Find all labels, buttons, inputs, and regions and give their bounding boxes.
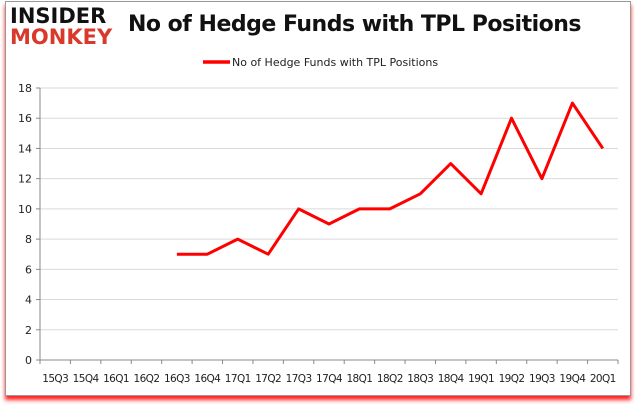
y-tick-label: 18 (18, 82, 32, 95)
chart-title: No of Hedge Funds with TPL Positions (128, 12, 582, 37)
x-tick-label: 15Q4 (73, 373, 100, 385)
y-tick-label: 4 (25, 294, 32, 307)
x-tick-label: 19Q2 (499, 373, 525, 385)
y-tick-label: 8 (25, 233, 32, 246)
x-tick-label: 17Q3 (286, 373, 312, 385)
y-tick-label: 0 (25, 354, 32, 367)
x-tick-label: 15Q3 (42, 373, 68, 385)
x-tick-label: 16Q2 (134, 373, 160, 385)
x-tick-label: 19Q3 (529, 373, 555, 385)
x-tick-label: 16Q3 (164, 373, 190, 385)
x-tick-label: 17Q1 (225, 373, 251, 385)
y-tick-label: 10 (18, 203, 32, 216)
insider-monkey-logo: INSIDER MONKEY (10, 6, 112, 48)
x-tick-label: 19Q1 (468, 373, 494, 385)
series-line (176, 101, 605, 256)
x-tick-label: 18Q2 (377, 373, 403, 385)
y-tick-label: 14 (18, 142, 32, 155)
x-tick-label: 16Q4 (194, 373, 221, 385)
x-tick-label: 19Q4 (559, 373, 586, 385)
logo-line1: INSIDER (10, 4, 107, 28)
x-tick-label: 18Q3 (407, 373, 433, 385)
logo-line2: MONKEY (10, 25, 113, 49)
x-tick-label: 20Q1 (590, 373, 616, 385)
y-tick-label: 12 (18, 173, 32, 186)
x-tick-label: 17Q4 (316, 373, 343, 385)
y-tick-label: 2 (25, 324, 32, 337)
y-tick-label: 6 (25, 263, 32, 276)
x-tick-label: 18Q1 (346, 373, 372, 385)
x-tick-label: 16Q1 (103, 373, 129, 385)
y-tick-label: 16 (18, 112, 32, 125)
legend-label: No of Hedge Funds with TPL Positions (232, 56, 438, 69)
x-tick-label: 17Q2 (255, 373, 281, 385)
x-tick-label: 18Q4 (438, 373, 465, 385)
